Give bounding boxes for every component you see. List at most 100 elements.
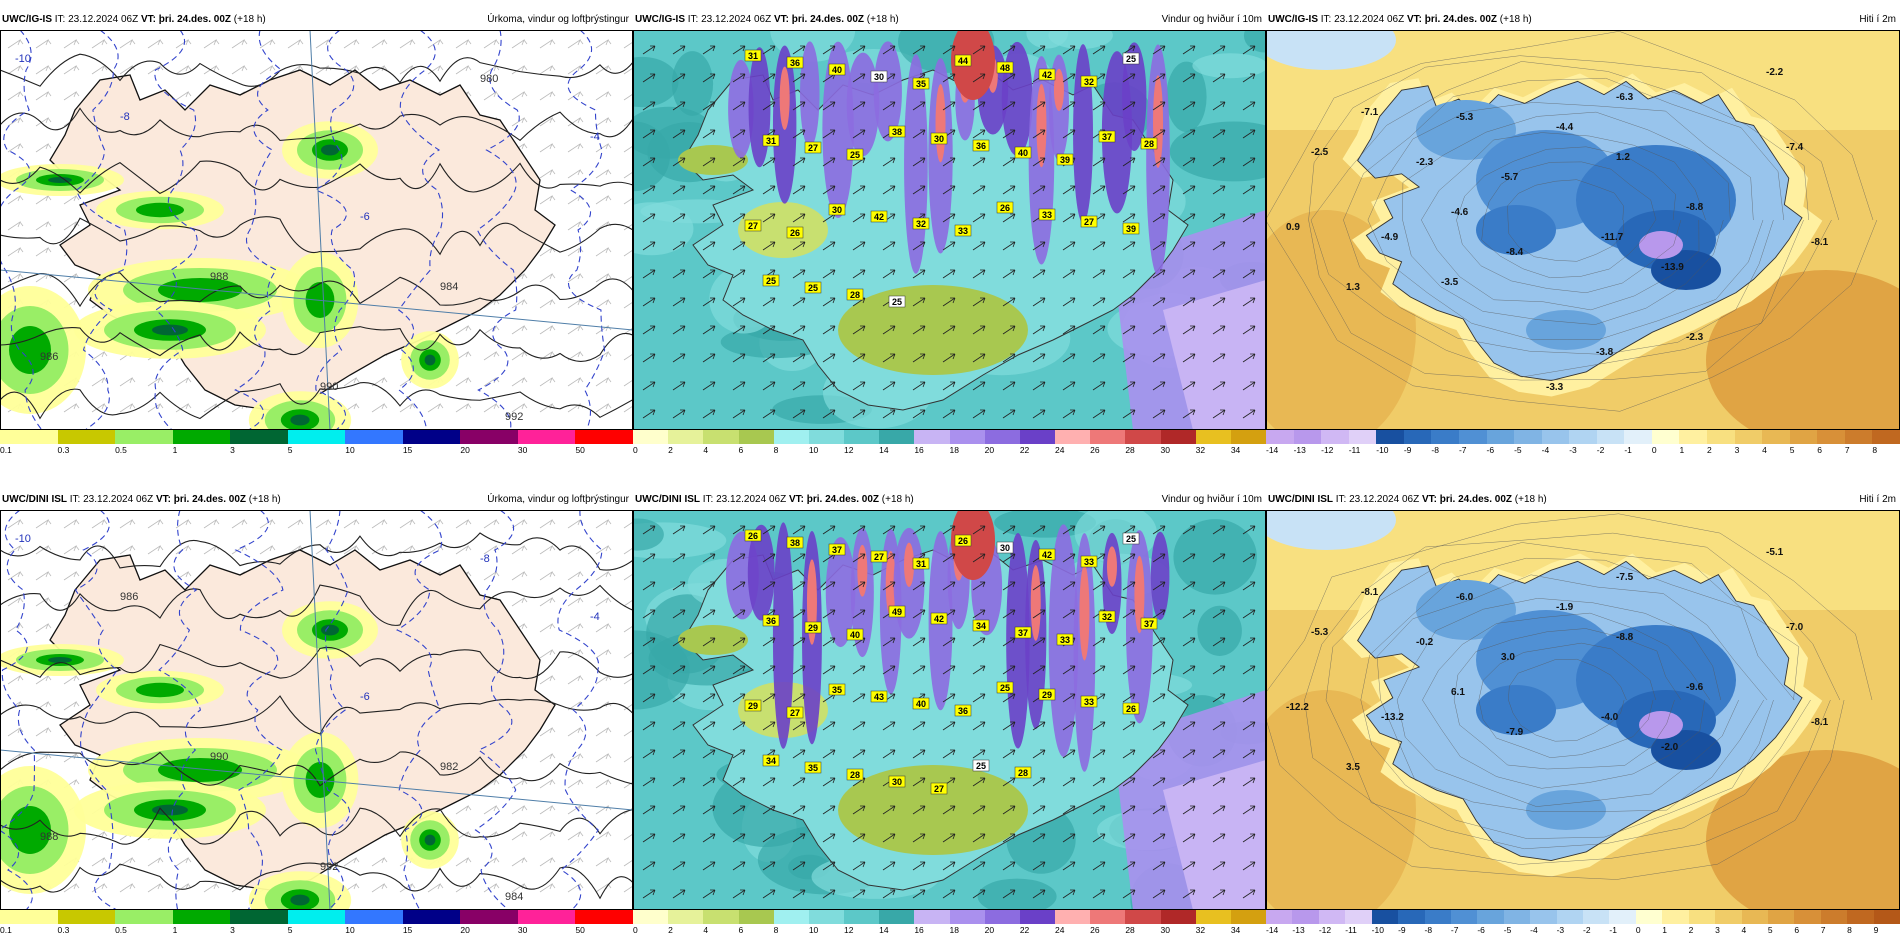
temperature-label: -6.3 xyxy=(1616,92,1634,103)
color-scale-cell xyxy=(984,910,1020,924)
gust-label: 31 xyxy=(744,49,762,62)
color-scale-tick: -5 xyxy=(1514,445,1522,455)
svg-text:36: 36 xyxy=(790,58,800,68)
color-scale-cell xyxy=(1715,910,1742,924)
color-scale-tick: -13 xyxy=(1293,445,1306,455)
svg-text:32: 32 xyxy=(1102,612,1112,622)
color-scale-tick: 1 xyxy=(1662,925,1667,935)
lead-time: (+18 h) xyxy=(1497,14,1532,25)
color-scale-tick: 22 xyxy=(1019,445,1030,455)
color-scale-cell xyxy=(1794,910,1821,924)
color-scale-tick: 10 xyxy=(345,925,355,935)
temperature-label: -3.8 xyxy=(1596,347,1614,358)
color-scale-cell xyxy=(1662,910,1689,924)
svg-text:35: 35 xyxy=(832,685,842,695)
gust-label: 43 xyxy=(870,690,888,703)
isoline-label: 990 xyxy=(210,751,228,763)
color-scale-tick: 10 xyxy=(345,445,355,455)
color-scale-tick: -1 xyxy=(1609,925,1617,935)
temperature-label: -2.3 xyxy=(1416,157,1434,168)
temperature-label: -3.5 xyxy=(1441,277,1459,288)
color-scale-cell xyxy=(57,910,116,924)
color-scale-tick: 24 xyxy=(1055,445,1065,455)
svg-text:26: 26 xyxy=(1126,704,1136,714)
svg-text:30: 30 xyxy=(832,205,842,215)
init-time: IT: 23.12.2024 06Z xyxy=(54,14,141,25)
color-scale-tick: 20 xyxy=(460,925,470,935)
temperature-label: -8.8 xyxy=(1686,202,1704,213)
color-scale-cell xyxy=(172,910,231,924)
map-area: -10 980 -8 986 988 990 992 984 -6 -4 xyxy=(0,30,633,430)
svg-text:37: 37 xyxy=(1102,132,1112,142)
color-scale-cell xyxy=(1458,430,1487,444)
panel-header: UWC/IG-IS IT: 23.12.2024 06Z VT: þri. 24… xyxy=(633,10,1266,30)
svg-text:40: 40 xyxy=(1018,148,1028,158)
color-scale-cell xyxy=(1055,910,1091,924)
gust-label: 40 xyxy=(846,628,864,641)
gust-label: 25 xyxy=(846,148,864,161)
color-scale-labels: 0.1 0.3 0.5 1 3 5 10 15 20 30 50 xyxy=(0,924,633,936)
color-scale-tick: -9 xyxy=(1403,445,1412,455)
panel-title: Vindur og hviður í 10m xyxy=(1161,494,1262,505)
isoline-label: -8 xyxy=(480,553,490,565)
color-scale-tick: 8 xyxy=(1872,445,1878,455)
gust-label: 31 xyxy=(762,134,780,147)
temperature-label: -8.1 xyxy=(1811,237,1829,248)
gust-label: 38 xyxy=(786,536,804,549)
temperature-label: -2.0 xyxy=(1661,742,1679,753)
color-scale-cell xyxy=(1230,430,1267,444)
color-scale-tick: -7 xyxy=(1450,925,1459,935)
temperature-label: -2.5 xyxy=(1311,147,1329,158)
temperature-label: 3.0 xyxy=(1501,652,1515,663)
color-scale-bar xyxy=(0,910,634,924)
color-scale-cell xyxy=(1596,430,1625,444)
color-scale-tick: 6 xyxy=(738,445,744,455)
color-scale-cell xyxy=(1321,430,1349,444)
svg-text:28: 28 xyxy=(850,290,860,300)
color-scale-tick: 20 xyxy=(984,925,995,935)
color-scale-tick: -4 xyxy=(1541,445,1550,455)
gust-label: 27 xyxy=(786,706,804,719)
color-scale-cell xyxy=(172,430,231,444)
gust-label: 25 xyxy=(1122,532,1140,545)
gust-label: 25 xyxy=(762,274,780,287)
color-scale-tick: 18 xyxy=(949,445,959,455)
svg-text:34: 34 xyxy=(976,621,986,631)
isoline-label: 992 xyxy=(320,861,338,873)
color-scale-tick: 0 xyxy=(1651,445,1657,455)
lead-time: (+18 h) xyxy=(246,494,281,505)
color-scale-cell xyxy=(1293,430,1322,444)
isoline-label: 980 xyxy=(480,73,498,85)
color-scale-tick: 12 xyxy=(844,925,854,935)
isoline-label: 986 xyxy=(120,591,138,603)
color-scale-tick: 0.5 xyxy=(115,925,127,935)
color-scale-cell xyxy=(1541,430,1570,444)
color-scale-cell xyxy=(633,910,669,924)
model-name: UWC/DINI ISL xyxy=(2,494,67,505)
color-scale-tick: -11 xyxy=(1345,925,1357,935)
gust-label: 25 xyxy=(1122,52,1140,65)
color-scale-tick: 4 xyxy=(1762,445,1767,455)
gust-label: 27 xyxy=(870,550,888,563)
init-time: IT: 23.12.2024 06Z xyxy=(69,494,156,505)
lead-time: (+18 h) xyxy=(231,14,266,25)
color-scale-cell xyxy=(1195,430,1231,444)
gust-label: 37 xyxy=(1140,617,1158,630)
color-scale-tick: 2 xyxy=(1688,925,1694,935)
map-area: -8.1 -6.0 -5.3 -0.2 -1.9 -7.5 -5.1 -7.0 -8.8 3.0 6… xyxy=(1266,510,1900,910)
map-svg: 31 36 40 30 35 44 48 42 32 25 31 27 25 38 30 36 40 39 37 28… xyxy=(633,30,1266,430)
color-scale-bar xyxy=(633,430,1267,444)
color-scale-tick: -12 xyxy=(1318,925,1332,935)
color-scale-tick: 6 xyxy=(738,925,744,935)
color-scale-cell xyxy=(1530,910,1557,924)
color-scale-cell xyxy=(1762,430,1790,444)
svg-text:43: 43 xyxy=(874,692,884,702)
temperature-label: -7.5 xyxy=(1616,572,1634,583)
svg-text:25: 25 xyxy=(850,150,860,160)
color-scale-tick: 34 xyxy=(1230,445,1241,455)
run-info: UWC/IG-IS IT: 23.12.2024 06Z VT: þri. 24… xyxy=(2,10,266,30)
temperature-label: -7.9 xyxy=(1506,727,1524,738)
color-scale-tick: 22 xyxy=(1019,925,1030,935)
init-time: IT: 23.12.2024 06Z xyxy=(1335,494,1422,505)
run-info: UWC/IG-IS IT: 23.12.2024 06Z VT: þri. 24… xyxy=(1268,10,1532,30)
